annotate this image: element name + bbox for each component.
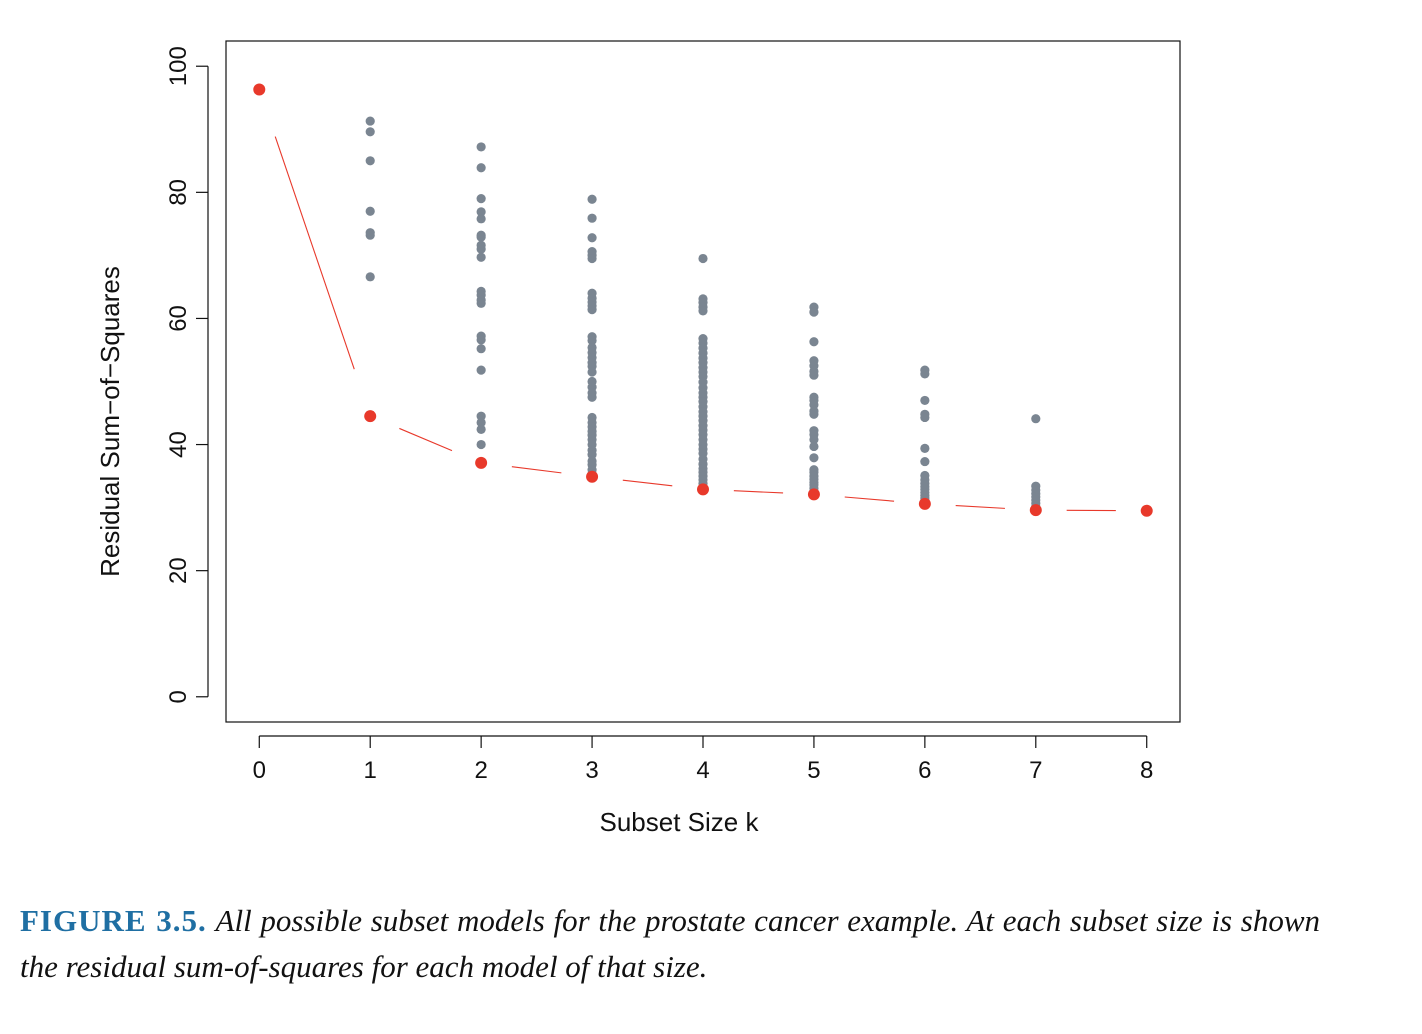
figure-label: FIGURE 3.5. xyxy=(20,903,207,938)
x-tick-label: 2 xyxy=(474,757,487,784)
model-point xyxy=(698,253,708,264)
frontier-segment xyxy=(955,505,1005,509)
model-point xyxy=(476,252,486,262)
model-point xyxy=(476,417,486,428)
model-point xyxy=(920,412,930,423)
model-point xyxy=(365,156,375,166)
best-subset-frontier-line xyxy=(274,136,1116,512)
model-point xyxy=(809,453,819,463)
model-point xyxy=(587,335,597,346)
model-point xyxy=(365,206,375,216)
model-point xyxy=(698,306,708,316)
model-point xyxy=(476,214,486,224)
x-tick-label: 0 xyxy=(253,757,266,784)
y-tick-label: 80 xyxy=(165,179,192,206)
model-point xyxy=(920,369,930,379)
frontier-segment xyxy=(844,496,895,502)
y-tick-label: 100 xyxy=(165,46,192,86)
best-subset-point xyxy=(807,488,820,501)
frontier-segment xyxy=(399,427,453,452)
model-point xyxy=(476,411,486,421)
subset-model-points xyxy=(365,116,1041,515)
rss-scatter-chart: 0 1 2 3 4 5 6 7 8 0 20 40 60 80 100 Subset Size k Res… xyxy=(95,40,1181,837)
model-point xyxy=(476,163,486,173)
model-point xyxy=(476,424,486,435)
y-axis: 0 20 40 60 80 100 xyxy=(165,46,209,703)
model-point xyxy=(476,232,486,242)
x-tick-label: 4 xyxy=(696,757,709,784)
model-point xyxy=(587,367,597,377)
model-point xyxy=(920,443,930,453)
best-subset-point xyxy=(918,497,931,510)
model-point xyxy=(587,305,597,315)
best-subset-point xyxy=(253,83,266,96)
model-point xyxy=(587,392,597,402)
plot-frame xyxy=(225,40,1181,723)
x-tick-label: 8 xyxy=(1140,757,1153,784)
frontier-segment xyxy=(274,136,355,370)
model-point xyxy=(587,450,597,460)
x-tick-label: 3 xyxy=(585,757,598,784)
best-subset-points xyxy=(253,83,1153,517)
x-tick-label: 5 xyxy=(807,757,820,784)
model-point xyxy=(809,434,819,445)
model-point xyxy=(476,344,486,354)
model-point xyxy=(809,307,819,317)
model-point xyxy=(476,207,486,217)
model-point xyxy=(476,335,486,345)
model-point xyxy=(587,194,597,204)
model-point xyxy=(920,395,930,406)
figure-caption: FIGURE 3.5. All possible subset models f… xyxy=(20,898,1320,990)
model-point xyxy=(365,272,375,282)
model-point xyxy=(476,365,486,375)
x-tick-label: 6 xyxy=(918,757,931,784)
model-point xyxy=(809,441,819,452)
x-tick-label: 7 xyxy=(1029,757,1042,784)
frontier-segment xyxy=(511,466,562,474)
y-tick-label: 40 xyxy=(165,431,192,458)
y-tick-label: 20 xyxy=(165,557,192,584)
caption-text: All possible subset models for the prost… xyxy=(20,903,1321,984)
y-tick-label: 0 xyxy=(165,690,192,703)
x-tick-label: 1 xyxy=(364,757,377,784)
best-subset-point xyxy=(1029,504,1042,517)
model-point xyxy=(809,337,819,347)
model-point xyxy=(1031,414,1041,424)
best-subset-point xyxy=(697,483,709,496)
model-point xyxy=(476,439,486,450)
y-tick-label: 60 xyxy=(165,305,192,332)
model-point xyxy=(587,233,597,243)
model-point xyxy=(587,213,597,223)
best-subset-point xyxy=(586,470,599,483)
model-point xyxy=(920,456,930,467)
best-subset-point xyxy=(1140,504,1153,517)
x-axis: 0 1 2 3 4 5 6 7 8 xyxy=(253,735,1153,784)
frontier-segment xyxy=(733,490,784,494)
model-point xyxy=(809,400,819,410)
model-point xyxy=(365,127,375,137)
model-point xyxy=(587,253,597,264)
model-point xyxy=(365,230,375,240)
model-point xyxy=(476,298,486,308)
x-axis-label: Subset Size k xyxy=(600,807,760,837)
frontier-segment xyxy=(622,479,673,487)
y-axis-label: Residual Sum−of−Squares xyxy=(95,266,125,577)
model-point xyxy=(809,409,819,419)
model-point xyxy=(476,194,486,204)
model-point xyxy=(476,142,486,152)
best-subset-point xyxy=(364,410,377,423)
model-point xyxy=(365,116,375,126)
model-point xyxy=(809,370,819,380)
model-point xyxy=(476,244,486,254)
best-subset-point xyxy=(475,456,488,469)
